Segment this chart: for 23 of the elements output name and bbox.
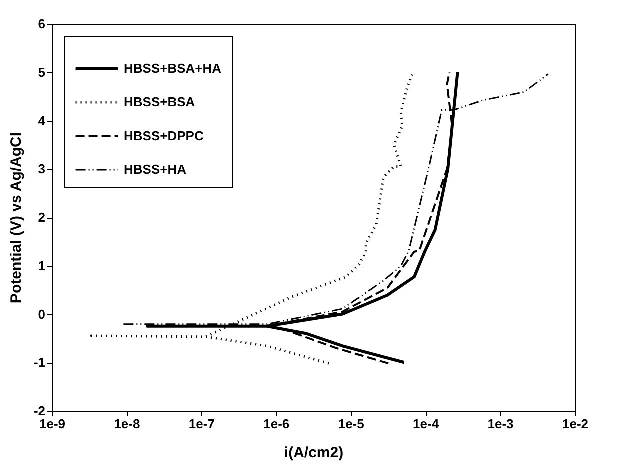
x-tick-label: 1e-7 xyxy=(188,416,215,432)
y-tick-label: -1 xyxy=(34,355,46,370)
y-tick-label: 1 xyxy=(38,258,46,274)
y-tick-label: 4 xyxy=(38,113,46,128)
x-tick-label: 1e-4 xyxy=(413,416,440,432)
y-tick-label: 6 xyxy=(38,16,46,32)
x-tick-label: 1e-5 xyxy=(338,416,364,432)
x-tick-label: 1e-3 xyxy=(488,416,514,432)
x-tick-label: 1e-9 xyxy=(39,416,66,432)
x-axis-title: i(A/cm2) xyxy=(284,444,344,462)
y-tick-label: -2 xyxy=(34,404,46,418)
y-tick-label: 2 xyxy=(38,210,46,225)
y-axis-title: Potential (V) vs Ag/AgCl xyxy=(8,132,25,304)
legend-label: HBSS+HA xyxy=(124,162,188,177)
legend-label: HBSS+BSA+HA xyxy=(124,61,222,76)
y-tick-label: 5 xyxy=(38,64,46,80)
y-tick-label: 0 xyxy=(38,306,46,322)
x-tick-label: 1e-2 xyxy=(562,416,589,432)
legend-label: HBSS+BSA xyxy=(124,94,196,110)
legend-label: HBSS+DPPC xyxy=(124,128,204,144)
x-tick-label: 1e-6 xyxy=(264,416,290,432)
x-tick-label: 1e-8 xyxy=(114,416,140,432)
y-tick-label: 3 xyxy=(38,162,46,177)
